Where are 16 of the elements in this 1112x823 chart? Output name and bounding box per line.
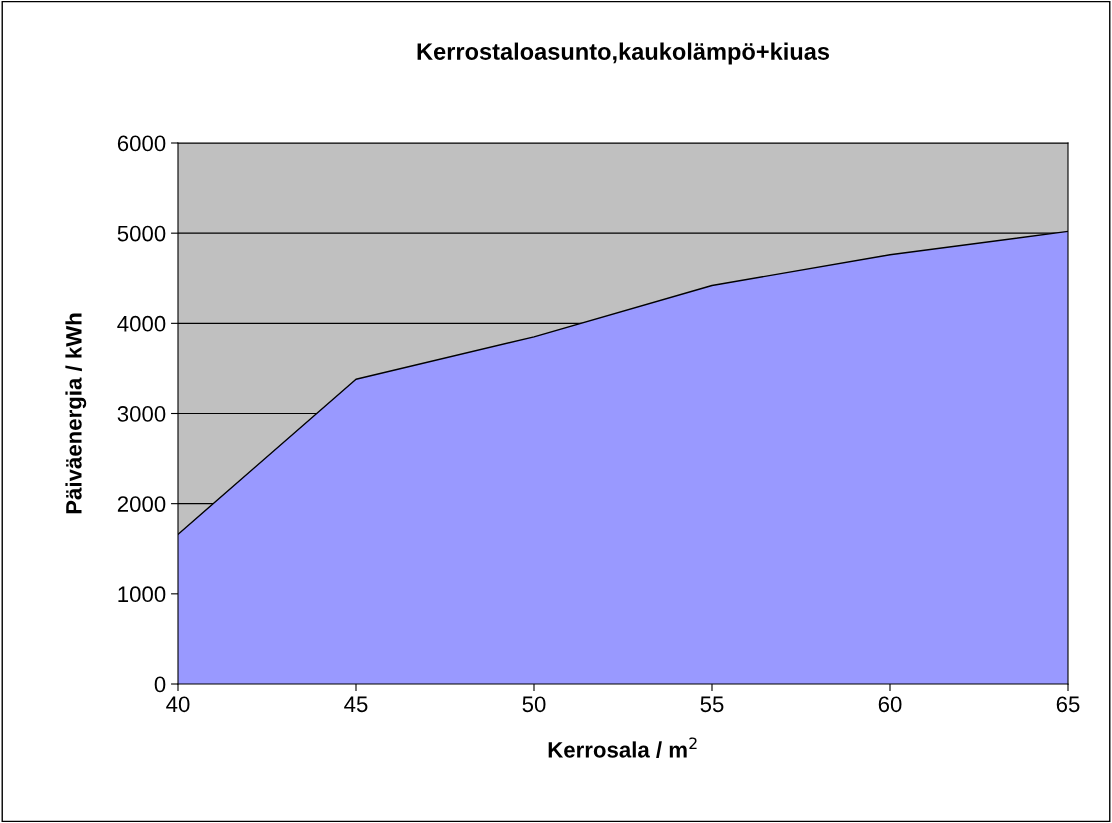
y-tick-label: 0 (154, 676, 166, 693)
y-tick-label: 4000 (117, 315, 166, 332)
x-axis-title: Kerrosala / m$^{2}$ (548, 737, 697, 758)
y-tick-label: 5000 (117, 225, 166, 242)
x-tick-label: 45 (344, 696, 368, 713)
y-tick-label: 2000 (117, 496, 166, 512)
x-tick-label: 65 (1056, 696, 1080, 713)
x-tick-label: 50 (522, 696, 546, 713)
x-tick-label: 55 (700, 696, 724, 713)
y-tick-label: 1000 (118, 586, 166, 603)
y-tick-label: 3000 (117, 406, 166, 422)
y-axis-title: Päiväenergia / kWh (65, 313, 87, 514)
x-tick-label: 60 (878, 696, 902, 713)
y-tick-label: 6000 (117, 135, 166, 152)
x-tick-label: 40 (166, 696, 190, 713)
chart-title: Kerrostaloasunto,kaukolämpö+kiuas (417, 42, 830, 65)
